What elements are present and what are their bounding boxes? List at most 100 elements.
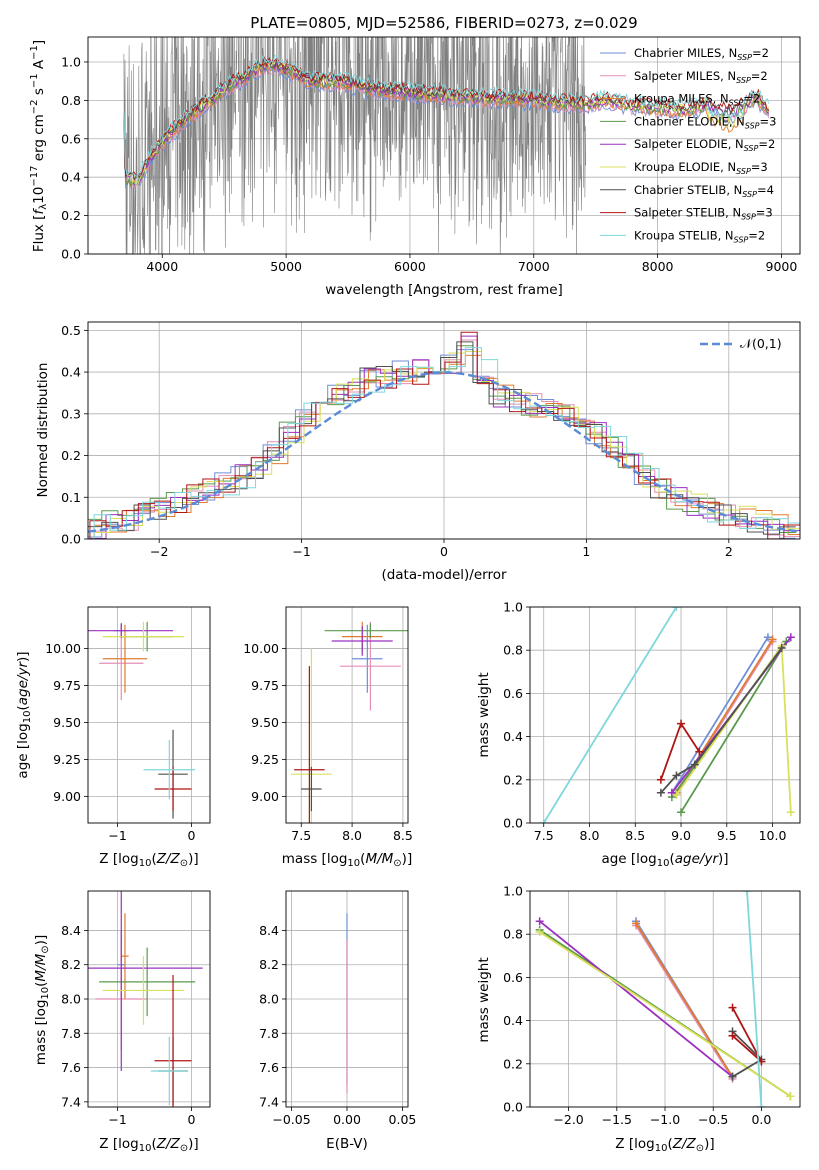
legend-entry: Salpeter STELIB, NSSP=3 <box>634 206 773 222</box>
label-part: ( <box>15 705 31 710</box>
axes-mass_vs_EBV: −0.05 0.00 0.05 7.4 7.6 7.8 8.0 8.2 8.4 E(B-V) <box>259 890 416 1152</box>
x-tick-label: −1 <box>108 828 126 843</box>
legend-text: Chabrier ELODIE, N <box>634 114 745 128</box>
label-part: mass weight <box>476 672 492 757</box>
label-part: Normed distribution <box>35 363 51 498</box>
plot-area <box>123 37 770 254</box>
figure-title: PLATE=0805, MJD=52586, FIBERID=0273, z=0… <box>250 14 637 32</box>
weight-marker <box>786 633 795 642</box>
x-tick-label: 8.0 <box>342 828 362 843</box>
x-axis-label: wavelength [Angstrom, rest frame] <box>325 282 563 298</box>
x-axis-label: age [log10(age/yr)] <box>601 851 728 869</box>
y-axis-label: age [log10(age/yr)] <box>15 651 33 778</box>
y-tick-label: 7.6 <box>61 1060 81 1075</box>
x-tick-label: 10.0 <box>759 828 787 843</box>
label-part: s <box>31 88 47 99</box>
y-tick-label: 8.0 <box>61 992 81 1007</box>
weight-line <box>542 607 678 823</box>
weight-marker <box>677 808 686 817</box>
y-tick-label: 9.75 <box>53 678 81 693</box>
x-tick-label: −2 <box>150 544 168 559</box>
label-part: wavelength [Angstrom, rest frame] <box>325 282 563 298</box>
y-tick-label: 8.0 <box>259 992 279 1007</box>
weight-marker <box>757 1103 766 1107</box>
label-part: log <box>636 851 657 867</box>
y-tick-label: 0.0 <box>503 1100 523 1115</box>
label-part: (data-model)/error <box>381 567 507 583</box>
axes-age_vs_mass: 7.5 8.0 8.5 9.00 9.25 9.50 9.75 10.00 mass [log1… <box>243 606 413 869</box>
label-part: Z/Z <box>672 1136 697 1152</box>
axes-frame <box>87 36 801 255</box>
model-spectrum-line <box>123 54 770 177</box>
normal-distribution-curve <box>88 371 800 533</box>
y-tick-label: 9.50 <box>251 715 279 730</box>
x-tick-label: 8000 <box>642 259 674 274</box>
label-part: −1 <box>29 45 40 60</box>
legend-value: =3 <box>751 160 768 174</box>
y-tick-label: 7.4 <box>259 1094 279 1109</box>
weight-marker <box>728 1072 737 1081</box>
y-tick-label: 1.0 <box>503 884 523 899</box>
label-part: log <box>33 1000 49 1021</box>
y-tick-label: 9.00 <box>251 789 279 804</box>
plot-area <box>535 891 795 1107</box>
label-part: mass [ <box>33 1020 49 1065</box>
legend-sub: SSP <box>737 53 752 62</box>
y-tick-label: 9.50 <box>53 715 81 730</box>
label-part: ( <box>33 982 49 987</box>
y-tick-label: 8.2 <box>61 957 81 972</box>
y-tick-label: 0.6 <box>503 970 523 985</box>
label-part: ( <box>360 851 365 867</box>
weight-marker <box>656 788 665 797</box>
weight-marker <box>742 891 751 895</box>
label-part: 10 <box>657 858 670 869</box>
legend-sub: SSP <box>736 167 751 176</box>
label-part: ( <box>151 1136 156 1152</box>
legend-sub: SSP <box>744 144 759 153</box>
weight-marker <box>695 747 704 756</box>
label-part: )] <box>718 851 729 867</box>
label-part: Z/Z <box>156 851 181 867</box>
legend-value: =2 <box>748 228 765 242</box>
label-part: )] <box>15 651 31 662</box>
label-part: ⊙ <box>696 1143 704 1154</box>
y-tick-label: 9.75 <box>251 678 279 693</box>
legend-entry: Kroupa STELIB, NSSP=2 <box>634 228 765 244</box>
axes-frame <box>285 890 409 1108</box>
legend-sub: SSP <box>745 121 760 130</box>
y-tick-label: 0.1 <box>61 490 81 505</box>
y-tick-label: 0.4 <box>503 1013 523 1028</box>
x-axis-label: mass [log10(M/M⊙)] <box>282 851 412 869</box>
legend-text: Salpeter ELODIE, N <box>634 137 744 151</box>
y-axis-label: mass [log10(M/M⊙)] <box>33 935 51 1065</box>
x-tick-label: 1 <box>582 544 590 559</box>
legend-entry: Salpeter ELODIE, NSSP=2 <box>634 137 775 153</box>
legend-value: =2 <box>758 137 775 151</box>
y-tick-label: 0.5 <box>61 323 81 338</box>
label-part: λ <box>38 204 49 210</box>
weight-marker <box>768 635 777 644</box>
y-tick-label: 8.2 <box>259 957 279 972</box>
label-part: log <box>327 851 348 867</box>
y-tick-label: 0.2 <box>61 208 81 223</box>
x-axis-label: Z [log10(Z/Z⊙)] <box>99 851 198 869</box>
label-part: 10 <box>655 1143 668 1154</box>
legend-entry: Chabrier ELODIE, NSSP=3 <box>634 114 776 130</box>
y-axis-label: Flux [fλ10−17 erg cm−2 s−1 A−1] <box>29 40 49 252</box>
y-tick-label: 9.00 <box>53 789 81 804</box>
label-part: f <box>31 208 47 215</box>
legend-entry: Kroupa MILES, NSSP=2 <box>634 92 760 108</box>
x-axis-label: (data-model)/error <box>381 567 507 583</box>
y-tick-label: 0.8 <box>61 93 81 108</box>
weight-marker <box>672 790 681 799</box>
label-part: ⊙ <box>393 858 401 869</box>
label-part: 10 <box>347 858 360 869</box>
legend-value: =2 <box>751 69 768 83</box>
y-tick-label: 7.4 <box>61 1094 81 1109</box>
model-spectrum-line <box>123 59 770 186</box>
x-tick-label: 2 <box>725 544 733 559</box>
label-part: mass [ <box>282 851 327 867</box>
y-tick-label: 0.8 <box>503 643 523 658</box>
